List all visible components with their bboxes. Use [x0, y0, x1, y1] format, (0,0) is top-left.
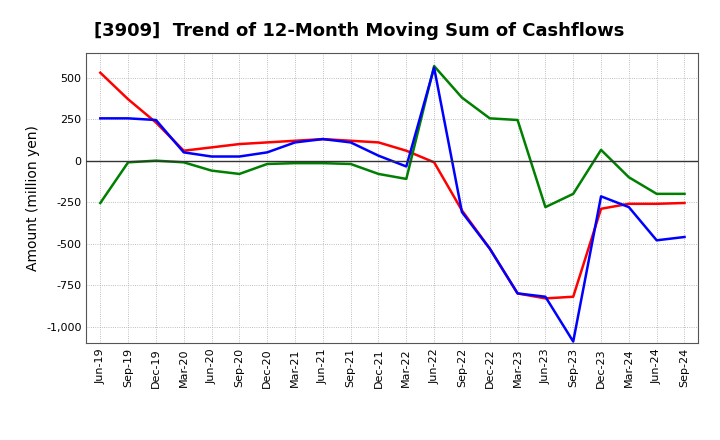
Investing Cashflow — [318, 161, 327, 166]
Investing Cashflow — [291, 161, 300, 166]
Operating Cashflow — [485, 246, 494, 251]
Operating Cashflow — [430, 160, 438, 165]
Investing Cashflow — [207, 168, 216, 173]
Free Cashflow — [374, 153, 383, 158]
Operating Cashflow — [235, 141, 243, 147]
Operating Cashflow — [569, 294, 577, 299]
Operating Cashflow — [207, 145, 216, 150]
Free Cashflow — [291, 140, 300, 145]
Operating Cashflow — [624, 201, 633, 206]
Free Cashflow — [179, 150, 188, 155]
Operating Cashflow — [124, 97, 132, 102]
Investing Cashflow — [374, 171, 383, 176]
Investing Cashflow — [124, 160, 132, 165]
Free Cashflow — [652, 238, 661, 243]
Investing Cashflow — [597, 147, 606, 153]
Investing Cashflow — [235, 171, 243, 176]
Free Cashflow — [458, 209, 467, 215]
Free Cashflow — [541, 294, 550, 299]
Investing Cashflow — [179, 160, 188, 165]
Line: Operating Cashflow: Operating Cashflow — [100, 73, 685, 298]
Free Cashflow — [124, 116, 132, 121]
Free Cashflow — [597, 194, 606, 199]
Investing Cashflow — [652, 191, 661, 197]
Investing Cashflow — [346, 161, 355, 167]
Free Cashflow — [485, 246, 494, 251]
Free Cashflow — [569, 339, 577, 344]
Operating Cashflow — [513, 291, 522, 296]
Operating Cashflow — [346, 138, 355, 143]
Operating Cashflow — [96, 70, 104, 75]
Operating Cashflow — [152, 120, 161, 125]
Free Cashflow — [430, 65, 438, 70]
Operating Cashflow — [597, 206, 606, 212]
Investing Cashflow — [485, 116, 494, 121]
Operating Cashflow — [402, 148, 410, 154]
Investing Cashflow — [680, 191, 689, 197]
Operating Cashflow — [680, 200, 689, 205]
Investing Cashflow — [541, 205, 550, 210]
Investing Cashflow — [513, 117, 522, 123]
Investing Cashflow — [96, 200, 104, 205]
Free Cashflow — [402, 164, 410, 169]
Free Cashflow — [624, 205, 633, 210]
Operating Cashflow — [652, 201, 661, 206]
Free Cashflow — [207, 154, 216, 159]
Free Cashflow — [346, 140, 355, 145]
Operating Cashflow — [541, 296, 550, 301]
Investing Cashflow — [569, 191, 577, 197]
Investing Cashflow — [624, 175, 633, 180]
Free Cashflow — [680, 235, 689, 240]
Line: Free Cashflow: Free Cashflow — [100, 68, 685, 341]
Operating Cashflow — [374, 140, 383, 145]
Free Cashflow — [318, 136, 327, 142]
Free Cashflow — [152, 117, 161, 123]
Free Cashflow — [263, 150, 271, 155]
Line: Investing Cashflow: Investing Cashflow — [100, 66, 685, 207]
Free Cashflow — [235, 154, 243, 159]
Text: [3909]  Trend of 12-Month Moving Sum of Cashflows: [3909] Trend of 12-Month Moving Sum of C… — [94, 22, 624, 40]
Operating Cashflow — [318, 136, 327, 142]
Operating Cashflow — [291, 138, 300, 143]
Investing Cashflow — [152, 158, 161, 163]
Investing Cashflow — [458, 95, 467, 100]
Free Cashflow — [96, 116, 104, 121]
Investing Cashflow — [263, 161, 271, 167]
Investing Cashflow — [430, 63, 438, 69]
Operating Cashflow — [179, 148, 188, 154]
Free Cashflow — [513, 291, 522, 296]
Investing Cashflow — [402, 176, 410, 182]
Y-axis label: Amount (million yen): Amount (million yen) — [27, 125, 40, 271]
Operating Cashflow — [263, 140, 271, 145]
Operating Cashflow — [458, 208, 467, 213]
